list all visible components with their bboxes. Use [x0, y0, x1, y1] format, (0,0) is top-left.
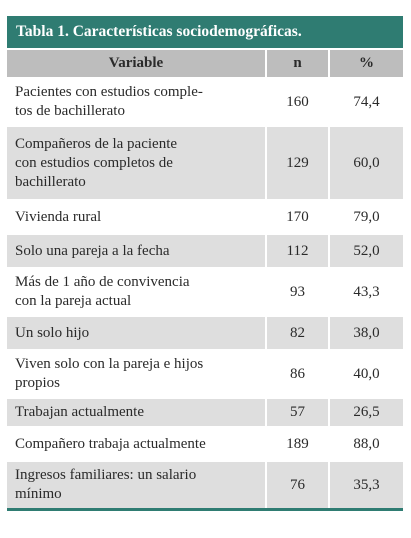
- cell-variable-line: mínimo: [15, 486, 62, 502]
- cell-percent: 79,0: [328, 199, 403, 234]
- cell-variable-line: Compañeros de la paciente: [15, 135, 178, 152]
- cell-percent: 26,5: [328, 397, 403, 427]
- table-row: Pacientes con estudios comple-tos de bac…: [7, 77, 403, 126]
- table-title: Tabla 1. Características sociodemográfic…: [7, 16, 403, 48]
- cell-percent: 52,0: [328, 233, 403, 268]
- cell-variable-line: Trabajan actualmente: [15, 404, 144, 420]
- table-row: Viven solo con la pareja e hijos propios 8…: [7, 349, 403, 398]
- table-row: Ingresos familiares: un salario mínimo 76 3…: [7, 460, 403, 508]
- cell-variable-line: Viven solo con la pareja e hijos: [15, 356, 204, 372]
- table-row: Un solo hijo 82 38,0: [7, 315, 403, 350]
- cell-variable-line: con la pareja actual: [15, 293, 132, 309]
- cell-percent: 74,4: [328, 77, 403, 126]
- cell-variable-line: Pacientes con estudios comple-: [15, 84, 203, 100]
- bottom-rule: [7, 508, 403, 511]
- cell-percent: 88,0: [328, 426, 403, 461]
- data-table: Variable n % Pacientes con estudios comp…: [7, 48, 403, 508]
- cell-variable-line: propios: [15, 375, 60, 391]
- cell-n: 189: [265, 426, 329, 461]
- cell-percent: 35,3: [328, 460, 403, 508]
- cell-n: 86: [265, 349, 329, 398]
- cell-variable: Un solo hijo: [7, 315, 266, 350]
- cell-variable-line: Compañero trabaja actualmente: [15, 435, 206, 452]
- column-header-percent: %: [328, 48, 403, 78]
- cell-n: 160: [265, 77, 329, 126]
- cell-percent: 40,0: [328, 349, 403, 398]
- cell-variable-line: tos de bachillerato: [15, 103, 125, 119]
- cell-percent: 38,0: [328, 315, 403, 350]
- cell-variable-line: Vivienda rural: [15, 208, 102, 225]
- cell-variable-line: Un solo hijo: [15, 324, 90, 341]
- cell-variable: Compañero trabaja actualmente: [7, 426, 266, 461]
- cell-variable: Vivienda rural: [7, 199, 266, 234]
- cell-variable: Trabajan actualmente: [7, 397, 266, 427]
- table-row: Más de 1 año de convivencia con la pareja…: [7, 267, 403, 316]
- cell-variable: Solo una pareja a la fecha: [7, 233, 266, 268]
- cell-variable: Más de 1 año de convivencia con la pareja…: [7, 267, 266, 316]
- cell-n: 82: [265, 315, 329, 350]
- cell-variable-line: con estudios completos de: [15, 154, 173, 171]
- cell-variable: Ingresos familiares: un salario mínimo: [7, 460, 266, 508]
- table-header-row: Variable n %: [7, 48, 403, 78]
- cell-n: 93: [265, 267, 329, 316]
- cell-variable-line: bachillerato: [15, 173, 86, 190]
- cell-variable-line: Ingresos familiares: un salario: [15, 467, 197, 483]
- table-row: Compañeros de la paciente con estudios co…: [7, 125, 403, 200]
- cell-variable: Viven solo con la pareja e hijos propios: [7, 349, 266, 398]
- column-header-variable: Variable: [7, 48, 266, 78]
- cell-n: 170: [265, 199, 329, 234]
- cell-variable: Pacientes con estudios comple-tos de bac…: [7, 77, 266, 126]
- table-row: Trabajan actualmente 57 26,5: [7, 397, 403, 427]
- cell-n: 112: [265, 233, 329, 268]
- table-row: Compañero trabaja actualmente 189 88,0: [7, 426, 403, 461]
- table-row: Solo una pareja a la fecha 112 52,0: [7, 233, 403, 268]
- cell-n: 57: [265, 397, 329, 427]
- cell-n: 129: [265, 125, 329, 200]
- cell-variable-line: Más de 1 año de convivencia: [15, 274, 190, 290]
- cell-variable-line: Solo una pareja a la fecha: [15, 242, 170, 259]
- column-header-n: n: [265, 48, 329, 78]
- sociodemographic-table-container: Tabla 1. Características sociodemográfic…: [7, 16, 403, 511]
- cell-percent: 60,0: [328, 125, 403, 200]
- cell-variable: Compañeros de la paciente con estudios co…: [7, 125, 266, 200]
- cell-percent: 43,3: [328, 267, 403, 316]
- table-row: Vivienda rural 170 79,0: [7, 199, 403, 234]
- cell-n: 76: [265, 460, 329, 508]
